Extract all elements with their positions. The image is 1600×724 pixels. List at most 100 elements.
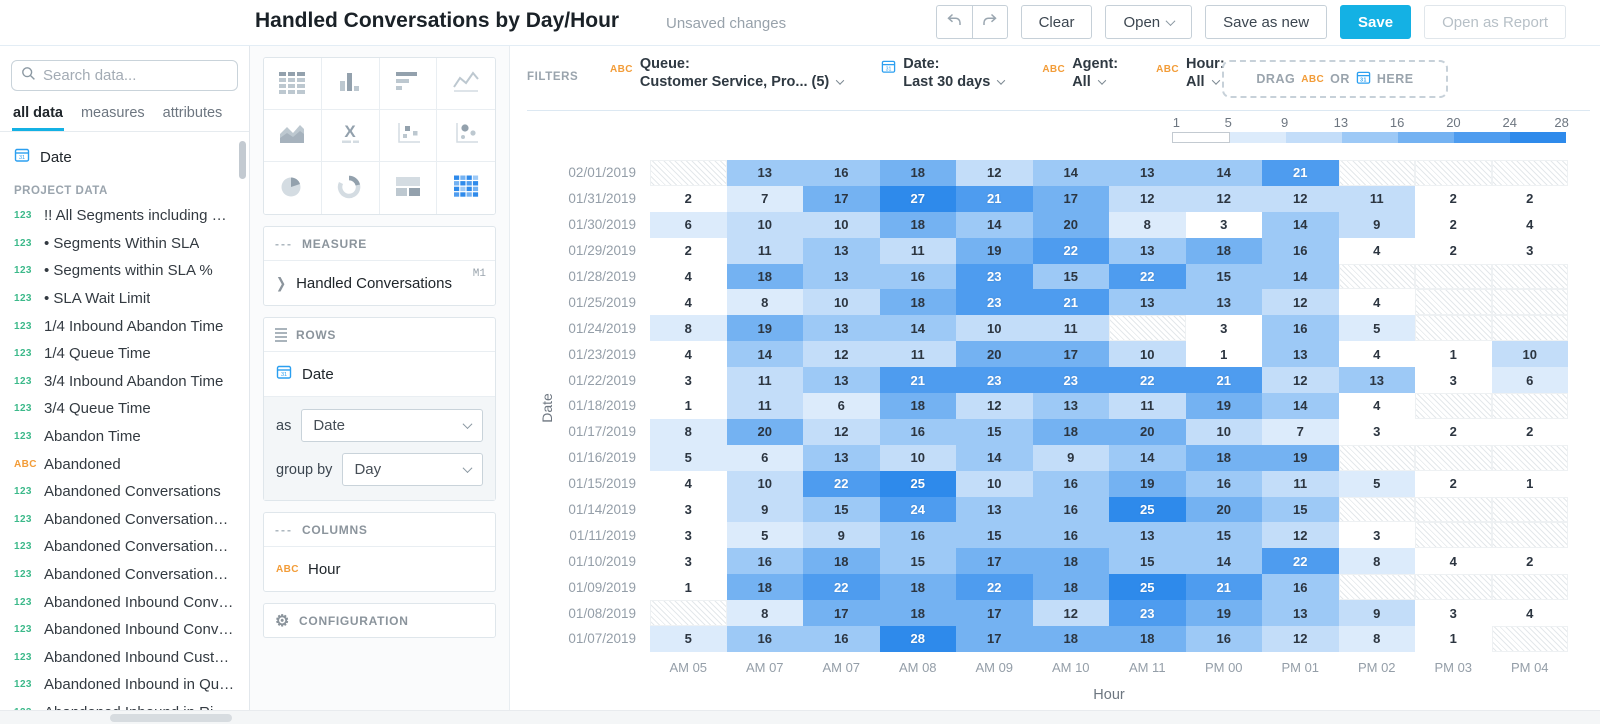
- heatmap-cell[interactable]: 16: [1032, 470, 1109, 497]
- heatmap-cell[interactable]: 8: [1109, 211, 1186, 238]
- heatmap-cell[interactable]: 13: [1262, 341, 1339, 368]
- heatmap-cell[interactable]: 13: [803, 237, 880, 264]
- heatmap-cell[interactable]: 4: [650, 470, 727, 497]
- heatmap-cell-empty[interactable]: [1415, 522, 1492, 549]
- catalog-list-item[interactable]: 123 Abandoned Inbound in Queue: [0, 671, 249, 699]
- heatmap-cell[interactable]: 25: [879, 470, 956, 497]
- heatmap-cell[interactable]: 4: [650, 263, 727, 290]
- heatmap-cell[interactable]: 16: [879, 418, 956, 445]
- heatmap-cell-empty[interactable]: [1491, 393, 1568, 419]
- heatmap-cell[interactable]: 27: [879, 185, 956, 212]
- heatmap-cell[interactable]: 18: [1032, 418, 1109, 445]
- heatmap-cell[interactable]: 14: [1262, 263, 1339, 290]
- heatmap-cell[interactable]: 18: [879, 574, 956, 601]
- heatmap-cell[interactable]: 21: [1032, 289, 1109, 316]
- heatmap-cell[interactable]: 20: [1109, 418, 1186, 445]
- heatmap-cell-empty[interactable]: [1491, 444, 1568, 471]
- heatmap-cell[interactable]: 12: [1262, 289, 1339, 316]
- catalog-list-item[interactable]: 123 1/4 Queue Time: [0, 340, 249, 368]
- heatmap-cell[interactable]: 20: [956, 341, 1033, 368]
- catalog-list-item[interactable]: 123 Abandoned Conversations in...: [0, 533, 249, 561]
- heatmap-cell[interactable]: 17: [956, 548, 1033, 575]
- vis-type-scatter-plot[interactable]: [379, 110, 438, 162]
- heatmap-cell[interactable]: 3: [650, 548, 727, 575]
- heatmap-cell[interactable]: 17: [1032, 341, 1109, 368]
- filter-date[interactable]: 31 Date: Last 30 days: [881, 56, 1006, 90]
- group-by-select[interactable]: Day: [342, 453, 483, 486]
- heatmap-cell[interactable]: 17: [803, 600, 880, 627]
- heatmap-cell[interactable]: 10: [803, 289, 880, 316]
- filter-drop-zone[interactable]: DRAG ABC OR 31 HERE: [1222, 60, 1448, 98]
- heatmap-cell-empty[interactable]: [1415, 496, 1492, 523]
- heatmap-cell[interactable]: 23: [1032, 367, 1109, 394]
- heatmap-cell[interactable]: 1: [1415, 626, 1492, 652]
- heatmap-cell[interactable]: 16: [1185, 470, 1262, 497]
- sidebar-scrollbar-thumb[interactable]: [239, 141, 246, 179]
- heatmap-cell-empty[interactable]: [1491, 263, 1568, 290]
- heatmap-cell[interactable]: 6: [726, 444, 803, 471]
- vis-type-line-chart[interactable]: [437, 58, 495, 110]
- heatmap-cell[interactable]: 28: [879, 626, 956, 652]
- measure-item-handled-conversations[interactable]: ❯ Handled Conversations M1: [264, 261, 495, 305]
- heatmap-cell[interactable]: 11: [879, 237, 956, 264]
- heatmap-cell[interactable]: 12: [803, 341, 880, 368]
- heatmap-cell[interactable]: 12: [1109, 185, 1186, 212]
- heatmap-cell[interactable]: 11: [1262, 470, 1339, 497]
- heatmap-cell[interactable]: 14: [726, 341, 803, 368]
- heatmap-cell[interactable]: 18: [879, 160, 956, 186]
- heatmap-cell[interactable]: 13: [1109, 160, 1186, 186]
- heatmap-cell[interactable]: 11: [726, 237, 803, 264]
- heatmap-cell[interactable]: 20: [1032, 211, 1109, 238]
- heatmap-cell[interactable]: 19: [956, 237, 1033, 264]
- heatmap-cell[interactable]: 18: [1032, 574, 1109, 601]
- heatmap-cell-empty[interactable]: [1491, 574, 1568, 601]
- heatmap-cell[interactable]: 16: [1032, 522, 1109, 549]
- vis-type-area-chart[interactable]: [264, 110, 322, 162]
- heatmap-cell[interactable]: 3: [1185, 211, 1262, 238]
- configuration-section[interactable]: ⚙ CONFIGURATION: [263, 603, 496, 638]
- heatmap-cell[interactable]: 9: [1338, 211, 1415, 238]
- catalog-list-item[interactable]: 123 Abandoned Conversations in...: [0, 561, 249, 589]
- heatmap-cell[interactable]: 12: [956, 393, 1033, 419]
- heatmap-cell-empty[interactable]: [650, 160, 727, 186]
- heatmap-cell-empty[interactable]: [1491, 289, 1568, 316]
- tab-measures[interactable]: measures: [80, 105, 145, 121]
- heatmap-cell-empty[interactable]: [1415, 444, 1492, 471]
- heatmap-cell[interactable]: 15: [1109, 548, 1186, 575]
- heatmap-cell[interactable]: 2: [1491, 418, 1568, 445]
- heatmap-cell[interactable]: 13: [1109, 289, 1186, 316]
- heatmap-cell-empty[interactable]: [1415, 393, 1492, 419]
- heatmap-cell[interactable]: 12: [956, 160, 1033, 186]
- heatmap-cell[interactable]: 8: [1338, 548, 1415, 575]
- clear-button[interactable]: Clear: [1020, 5, 1093, 39]
- heatmap-cell[interactable]: 3: [1185, 315, 1262, 342]
- vis-type-pie-chart[interactable]: [264, 162, 322, 214]
- heatmap-cell-empty[interactable]: [1491, 522, 1568, 549]
- vis-type-heatmap-selected[interactable]: [437, 162, 495, 214]
- heatmap-cell-empty[interactable]: [1491, 315, 1568, 342]
- heatmap-cell[interactable]: 15: [1185, 522, 1262, 549]
- heatmap-cell[interactable]: 15: [1262, 496, 1339, 523]
- heatmap-cell[interactable]: 2: [1415, 185, 1492, 212]
- heatmap-cell[interactable]: 15: [1032, 263, 1109, 290]
- catalog-list-item[interactable]: 123 3/4 Inbound Abandon Time: [0, 368, 249, 396]
- heatmap-cell[interactable]: 16: [1185, 626, 1262, 652]
- heatmap-cell[interactable]: 19: [1185, 600, 1262, 627]
- tab-all-data[interactable]: all data: [12, 101, 64, 131]
- heatmap-cell[interactable]: 10: [1109, 341, 1186, 368]
- vis-type-donut-chart[interactable]: [321, 162, 380, 214]
- heatmap-cell[interactable]: 17: [956, 600, 1033, 627]
- open-dropdown-button[interactable]: Open: [1105, 5, 1193, 39]
- heatmap-cell[interactable]: 4: [1338, 289, 1415, 316]
- heatmap-cell[interactable]: 3: [650, 496, 727, 523]
- heatmap-cell[interactable]: 3: [1338, 522, 1415, 549]
- heatmap-cell[interactable]: 10: [956, 470, 1033, 497]
- heatmap-cell[interactable]: 3: [1415, 367, 1492, 394]
- heatmap-cell[interactable]: 18: [879, 600, 956, 627]
- heatmap-cell[interactable]: 15: [1185, 263, 1262, 290]
- heatmap-cell[interactable]: 16: [1262, 315, 1339, 342]
- heatmap-cell[interactable]: 8: [650, 315, 727, 342]
- heatmap-cell[interactable]: 4: [1415, 548, 1492, 575]
- heatmap-cell[interactable]: 2: [1415, 237, 1492, 264]
- heatmap-cell[interactable]: 22: [1032, 237, 1109, 264]
